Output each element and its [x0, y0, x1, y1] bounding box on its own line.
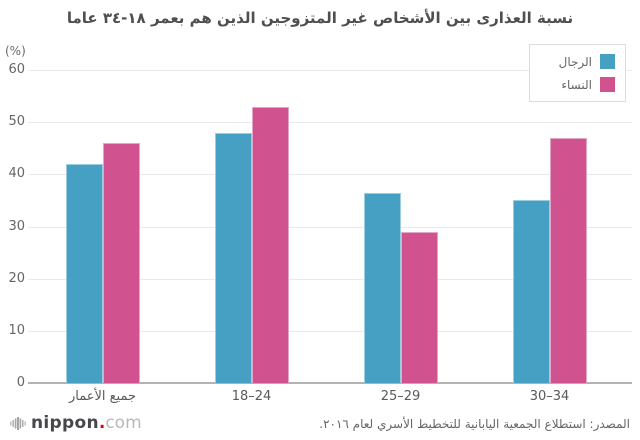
gridline-20 — [28, 278, 632, 280]
legend-row-women: النساء — [538, 77, 615, 92]
logo-text: nippon.com — [31, 413, 142, 433]
y-tick-60: 60 — [8, 62, 25, 77]
source-note: المصدر: استطلاع الجمعية اليابانية للتخطي… — [319, 417, 630, 431]
logo-dot: . — [98, 413, 106, 433]
x-axis-baseline — [28, 382, 632, 384]
x-tick-0: جميع الأعمار — [68, 389, 137, 404]
y-tick-0: 0 — [16, 375, 25, 390]
x-tick-3: 30–34 — [529, 389, 570, 404]
legend-swatch-men — [600, 54, 615, 69]
bar-women-2 — [400, 231, 438, 383]
bar-women-0 — [102, 143, 140, 383]
y-tick-30: 30 — [8, 218, 25, 234]
legend-label-women: النساء — [561, 77, 592, 92]
legend-row-men: الرجال — [538, 54, 615, 69]
legend-swatch-women — [600, 77, 615, 92]
bar-men-1 — [214, 132, 252, 383]
legend: الرجال النساء — [529, 44, 626, 102]
y-axis-unit-label: (%) — [5, 44, 26, 58]
plot-area — [28, 70, 632, 384]
logo-brand: nippon — [31, 413, 99, 433]
y-tick-40: 40 — [8, 166, 25, 182]
bar-men-0 — [65, 163, 103, 383]
bar-women-1 — [251, 106, 289, 383]
legend-label-men: الرجال — [558, 54, 592, 69]
x-tick-1: 18–24 — [231, 389, 272, 404]
y-tick-10: 10 — [8, 322, 25, 338]
bar-men-2 — [363, 192, 401, 383]
y-tick-50: 50 — [8, 114, 25, 130]
y-tick-20: 20 — [8, 270, 25, 286]
gridline-60 — [28, 70, 632, 71]
gridline-40 — [28, 174, 632, 176]
bar-men-3 — [512, 200, 550, 383]
nippon-logo: nippon.com — [10, 413, 142, 433]
nippon-fan-icon — [10, 416, 26, 430]
bar-women-3 — [549, 137, 587, 383]
gridline-30 — [28, 226, 632, 228]
gridline-10 — [28, 330, 632, 332]
gridline-50 — [28, 122, 632, 124]
chart-title: نسبة العذارى بين الأشخاص غير المتزوجين ا… — [66, 9, 574, 27]
x-tick-2: 25–29 — [380, 389, 421, 404]
logo-tld: com — [105, 413, 142, 433]
